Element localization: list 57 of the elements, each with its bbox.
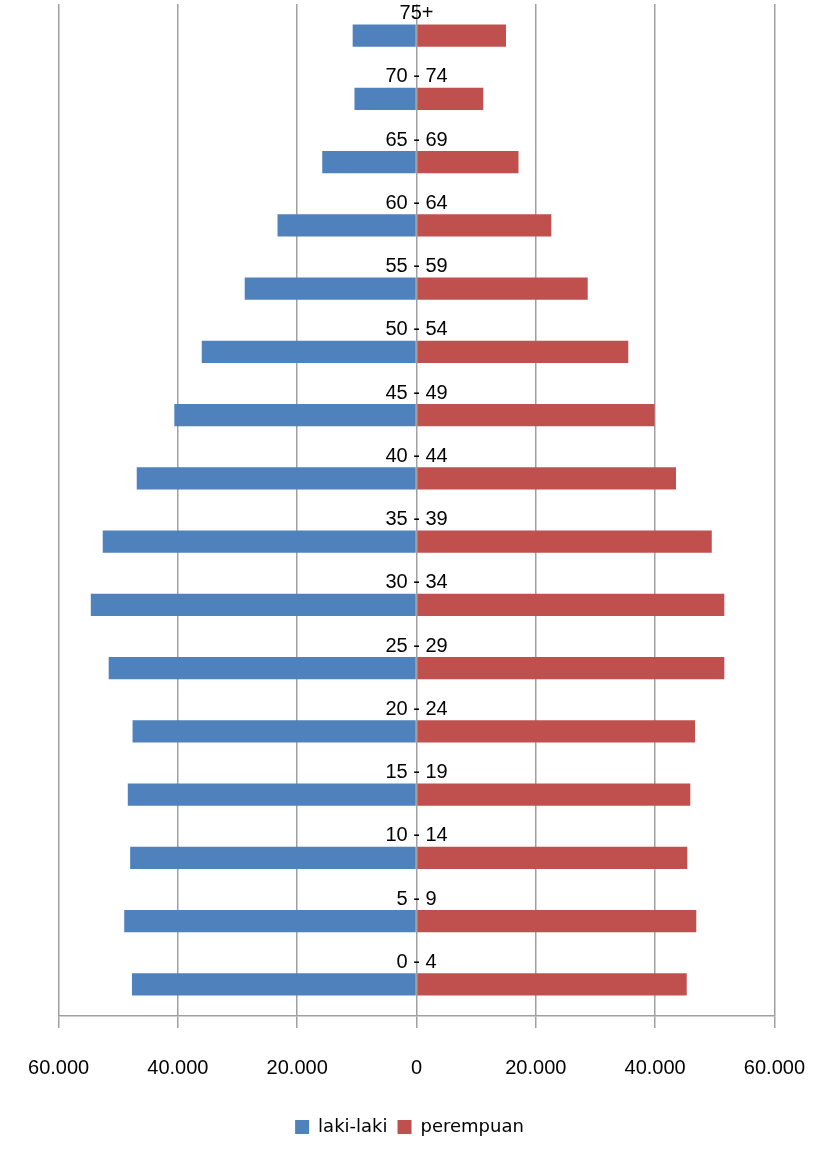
- y-tick-label: 10 - 14: [385, 823, 448, 846]
- bar: [132, 720, 416, 743]
- bar: [417, 846, 688, 869]
- bar: [90, 593, 416, 616]
- bar: [417, 973, 687, 996]
- bar: [417, 214, 552, 237]
- bar: [417, 657, 725, 680]
- bar: [127, 783, 416, 806]
- y-tick-label: 25 - 29: [385, 633, 448, 656]
- bar: [417, 720, 696, 743]
- bar: [102, 530, 416, 553]
- bar: [136, 467, 416, 490]
- y-tick-label: 20 - 24: [385, 696, 448, 719]
- x-tick-label: 20.000: [266, 1055, 328, 1078]
- y-tick-label: 5 - 9: [396, 886, 437, 909]
- y-tick-label: 15 - 19: [385, 760, 448, 783]
- legend-label: perempuan: [420, 1114, 524, 1136]
- bar: [130, 846, 416, 869]
- bar: [174, 404, 416, 427]
- y-tick-label: 30 - 34: [385, 570, 448, 593]
- bar: [124, 910, 416, 933]
- x-tick-label: 20.000: [505, 1055, 567, 1078]
- bar: [277, 214, 416, 237]
- y-tick-label: 0 - 4: [396, 949, 437, 972]
- x-tick-label: 60.000: [743, 1055, 805, 1078]
- bar: [108, 657, 416, 680]
- y-tick-label: 50 - 54: [385, 317, 448, 340]
- y-tick-label: 35 - 39: [385, 507, 448, 530]
- x-tick-label: 60.000: [28, 1055, 90, 1078]
- bar: [417, 593, 725, 616]
- bar: [417, 783, 691, 806]
- x-tick-label: 40.000: [624, 1055, 686, 1078]
- bar: [354, 87, 416, 110]
- x-tick-label: 0: [410, 1055, 423, 1078]
- y-tick-label: 70 - 74: [385, 64, 448, 87]
- bar: [417, 24, 506, 47]
- y-tick-label: 45 - 49: [385, 380, 448, 403]
- bar: [322, 151, 416, 174]
- bar: [131, 973, 416, 996]
- bar: [417, 910, 697, 933]
- bar: [352, 24, 416, 47]
- bar: [417, 467, 676, 490]
- legend-label: laki-laki: [318, 1114, 388, 1136]
- y-tick-label: 65 - 69: [385, 127, 448, 150]
- bar: [417, 87, 484, 110]
- y-tick-label: 40 - 44: [385, 443, 448, 466]
- y-tick-label: 75+: [399, 1, 434, 24]
- y-tick-label: 55 - 59: [385, 254, 448, 277]
- bar: [417, 151, 519, 174]
- x-tick-label: 40.000: [147, 1055, 209, 1078]
- y-tick-label: 60 - 64: [385, 190, 448, 213]
- bar: [201, 340, 416, 363]
- bar: [417, 404, 655, 427]
- bar: [417, 530, 712, 553]
- bar: [244, 277, 416, 300]
- bar: [417, 277, 588, 300]
- bar: [417, 340, 629, 363]
